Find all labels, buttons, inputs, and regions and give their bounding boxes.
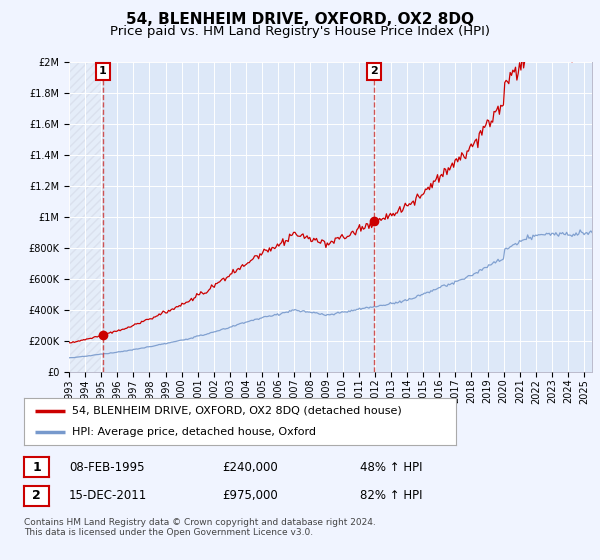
Text: 48% ↑ HPI: 48% ↑ HPI: [360, 460, 422, 474]
Text: 2: 2: [32, 489, 41, 502]
Text: 08-FEB-1995: 08-FEB-1995: [69, 460, 145, 474]
Text: £975,000: £975,000: [222, 489, 278, 502]
Text: 2: 2: [370, 66, 378, 76]
Text: Contains HM Land Registry data © Crown copyright and database right 2024.
This d: Contains HM Land Registry data © Crown c…: [24, 518, 376, 538]
Text: 15-DEC-2011: 15-DEC-2011: [69, 489, 147, 502]
Text: Price paid vs. HM Land Registry's House Price Index (HPI): Price paid vs. HM Land Registry's House …: [110, 25, 490, 38]
Bar: [69, 62, 103, 372]
Text: HPI: Average price, detached house, Oxford: HPI: Average price, detached house, Oxfo…: [71, 427, 316, 437]
Text: 54, BLENHEIM DRIVE, OXFORD, OX2 8DQ: 54, BLENHEIM DRIVE, OXFORD, OX2 8DQ: [126, 12, 474, 27]
Text: £240,000: £240,000: [222, 460, 278, 474]
Text: 54, BLENHEIM DRIVE, OXFORD, OX2 8DQ (detached house): 54, BLENHEIM DRIVE, OXFORD, OX2 8DQ (det…: [71, 406, 401, 416]
Text: 82% ↑ HPI: 82% ↑ HPI: [360, 489, 422, 502]
Text: 1: 1: [99, 66, 107, 76]
Text: 1: 1: [32, 460, 41, 474]
